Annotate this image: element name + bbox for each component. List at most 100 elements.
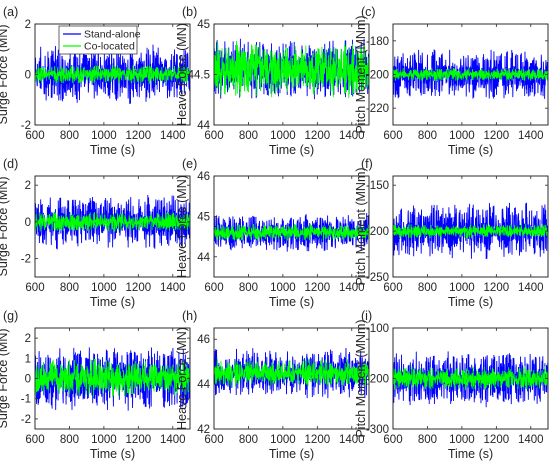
x-tick-label: 600 — [383, 282, 402, 294]
panel-letter: (h) — [182, 309, 197, 323]
x-tick-label: 600 — [204, 130, 223, 142]
series-line-co-located — [214, 223, 369, 241]
y-tick-label: 46 — [197, 171, 210, 183]
chart-panel-8: 600 800 1000 1200 1400 42 44 46 Time (s) Heave Fo… — [175, 309, 370, 461]
x-tick-label: 600 — [204, 282, 223, 294]
x-tick-label: 800 — [239, 130, 258, 142]
y-tick-label: 44.5 — [188, 70, 210, 82]
legend-box — [58, 25, 138, 55]
x-tick-label: 1000 — [270, 434, 296, 446]
panel-letter: (d) — [3, 157, 18, 171]
x-tick-label: 1400 — [339, 282, 365, 294]
chart-panel-5: 600 800 1000 1200 1400 44 45 46 Time (s) Heave Fo… — [175, 157, 370, 309]
x-tick-label: 1200 — [305, 434, 331, 446]
panel-letter: (c) — [361, 5, 376, 19]
x-tick-label: 800 — [418, 434, 437, 446]
y-tick-label: 0 — [25, 70, 31, 82]
x-tick-label: 800 — [60, 434, 79, 446]
panel-letter: (i) — [361, 309, 372, 323]
x-tick-label: 1000 — [91, 434, 117, 446]
x-axis-label: Time (s) — [269, 143, 314, 157]
x-tick-label: 1200 — [126, 130, 152, 142]
x-tick-label: 1400 — [339, 130, 365, 142]
y-tick-label: 44 — [197, 120, 210, 132]
y-tick-label: -200 — [366, 226, 389, 238]
y-axis-label: Surge Force (MN) — [0, 328, 10, 428]
y-tick-label: 44 — [197, 252, 210, 264]
legend-label: Stand-alone — [84, 29, 141, 41]
y-axis-label: Heave Force (MN) — [175, 327, 189, 430]
x-tick-label: 600 — [383, 130, 402, 142]
x-axis-label: Time (s) — [448, 143, 493, 157]
y-tick-label: 0 — [25, 217, 31, 229]
y-axis-label: Heave Force (MN) — [175, 175, 189, 278]
axes-box — [213, 327, 370, 430]
panel-letter: (a) — [3, 5, 18, 19]
y-tick-label: -250 — [366, 272, 389, 284]
y-tick-label: -200 — [366, 70, 389, 82]
series-line-co-located — [393, 67, 548, 82]
x-tick-label: 1000 — [91, 130, 117, 142]
x-tick-label: 800 — [239, 434, 258, 446]
chart-panel-4: 600 800 1000 1200 1400 -2 0 2 Time (s) Surge Forc… — [0, 157, 191, 309]
y-tick-label: 45 — [197, 211, 210, 223]
x-axis-label: Time (s) — [90, 295, 135, 309]
panel-letter: (f) — [361, 157, 373, 171]
panel-letter: (e) — [182, 157, 197, 171]
y-tick-label: 2 — [25, 19, 31, 31]
x-tick-label: 800 — [60, 130, 79, 142]
x-tick-label: 1000 — [449, 130, 475, 142]
x-axis-label: Time (s) — [448, 447, 493, 461]
y-tick-label: 1 — [25, 353, 31, 365]
y-tick-label: -1 — [21, 394, 31, 406]
y-tick-label: -100 — [366, 323, 389, 335]
panel-letter: (g) — [3, 309, 18, 323]
chart-panel-9: 600 800 1000 1200 1400 -300 -200 -100 Time (s) Pi… — [354, 309, 549, 461]
series-line-stand-alone — [393, 49, 548, 99]
x-tick-label: 800 — [418, 130, 437, 142]
series-line-co-located — [214, 41, 369, 99]
series-line-co-located — [35, 64, 190, 84]
x-tick-label: 800 — [239, 282, 258, 294]
y-tick-label: 0 — [25, 374, 31, 386]
chart-panel-2: 600 800 1000 1200 1400 44 44.5 45 Time (s) Heave … — [175, 5, 370, 157]
x-tick-label: 1200 — [126, 434, 152, 446]
chart-panel-7: 600 800 1000 1200 1400 -2 -1 0 1 2 Time (s) Surge F… — [0, 309, 191, 461]
x-tick-label: 1200 — [126, 282, 152, 294]
x-tick-label: 600 — [204, 434, 223, 446]
y-axis-label: Pitch Moment (MNm) — [354, 319, 368, 437]
y-axis-label: Surge Force (MN) — [0, 24, 10, 124]
y-axis-label: Pitch Moment (MNm) — [354, 167, 368, 285]
y-tick-label: 44 — [197, 379, 210, 391]
x-tick-label: 1000 — [91, 282, 117, 294]
chart-panel-1: 600 800 1000 1200 1400 -2 0 2 Time (s) Surge Forc… — [0, 5, 191, 157]
y-tick-label: 2 — [25, 180, 31, 192]
x-tick-label: 1200 — [484, 282, 510, 294]
legend-label: Co-located — [84, 41, 135, 53]
x-tick-label: 1000 — [449, 434, 475, 446]
chart-panel-3: 600 800 1000 1200 1400 -220 -200 -180 Time (s) Pi… — [354, 5, 549, 157]
y-tick-label: -180 — [366, 36, 389, 48]
y-axis-label: Pitch Moment (MNm) — [354, 15, 368, 133]
x-tick-label: 1400 — [160, 434, 186, 446]
x-tick-label: 1200 — [484, 434, 510, 446]
y-tick-label: -2 — [21, 414, 31, 426]
series-line-co-located — [35, 358, 190, 397]
x-tick-label: 1200 — [484, 130, 510, 142]
x-tick-label: 1400 — [518, 282, 544, 294]
x-tick-label: 1400 — [518, 130, 544, 142]
chart-panel-6: 600 800 1000 1200 1400 -250 -200 -150 Time (s) Pi… — [354, 157, 549, 309]
y-tick-label: 46 — [197, 334, 210, 346]
y-tick-label: 2 — [25, 333, 31, 345]
x-tick-label: 600 — [25, 130, 44, 142]
y-tick-label: 42 — [197, 424, 210, 436]
x-tick-label: 1200 — [305, 130, 331, 142]
y-tick-label: -150 — [366, 180, 389, 192]
x-axis-label: Time (s) — [269, 447, 314, 461]
x-axis-label: Time (s) — [269, 295, 314, 309]
x-tick-label: 1400 — [518, 434, 544, 446]
y-axis-label: Surge Force (MN) — [0, 176, 10, 276]
y-tick-label: -200 — [366, 374, 389, 386]
x-tick-label: 1400 — [339, 434, 365, 446]
